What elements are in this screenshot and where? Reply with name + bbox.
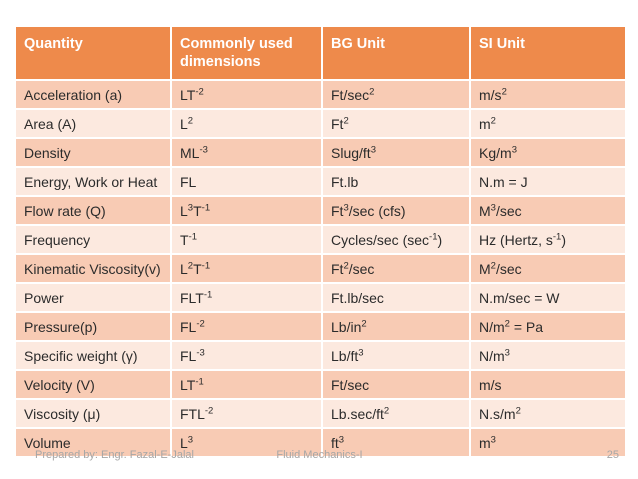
- table-row: Volume L3 ft3 m3: [14, 427, 627, 458]
- table-cell: L3T-1: [170, 195, 323, 226]
- table-cell: N.s/m2: [469, 398, 627, 429]
- table-cell: Kinematic Viscosity(v): [14, 253, 172, 284]
- footer-page-number: 25: [606, 449, 619, 461]
- table-cell: N/m3: [469, 340, 627, 371]
- table-cell: Flow rate (Q): [14, 195, 172, 226]
- table-cell: Specific weight (γ): [14, 340, 172, 371]
- table-row: Area (A) L2 Ft2 m2: [14, 108, 627, 139]
- table-cell: Ft/sec: [321, 369, 471, 400]
- table-cell: Ft.lb: [321, 166, 471, 197]
- table-row: Kinematic Viscosity(v) L2T-1 Ft2/sec M2/sec: [14, 253, 627, 284]
- table-cell: M2/sec: [469, 253, 627, 284]
- table-cell: Volume: [14, 427, 172, 458]
- table-cell: m3: [469, 427, 627, 458]
- table-cell: Ft2: [321, 108, 471, 139]
- table-cell: Cycles/sec (sec-1): [321, 224, 471, 255]
- table-cell: Area (A): [14, 108, 172, 139]
- table-row: Acceleration (a) LT-2 Ft/sec2 m/s2: [14, 79, 627, 110]
- footer-prepared-by: Prepared by: Engr. Fazal-E-Jalal: [35, 449, 194, 461]
- table-cell: FL-3: [170, 340, 323, 371]
- table-cell: FL-2: [170, 311, 323, 342]
- table-cell: Lb/in2: [321, 311, 471, 342]
- table-row: Specific weight (γ) FL-3 Lb/ft3 N/m3: [14, 340, 627, 371]
- table-cell: N.m/sec = W: [469, 282, 627, 313]
- table-cell: FTL-2: [170, 398, 323, 429]
- header-row: Quantity Commonly used dimensions BG Unit S…: [14, 25, 627, 81]
- table-row: Energy, Work or Heat FL Ft.lb N.m = J: [14, 166, 627, 197]
- table-cell: Kg/m3: [469, 137, 627, 168]
- table-cell: m2: [469, 108, 627, 139]
- table-cell: m/s: [469, 369, 627, 400]
- units-table-head: Quantity Commonly used dimensions BG Unit S…: [14, 25, 627, 81]
- table-cell: Density: [14, 137, 172, 168]
- units-table: Quantity Commonly used dimensions BG Unit S…: [14, 25, 627, 458]
- table-cell: ft3: [321, 427, 471, 458]
- table-cell: L3: [170, 427, 323, 458]
- table-cell: FLT-1: [170, 282, 323, 313]
- table-cell: T-1: [170, 224, 323, 255]
- table-cell: Velocity (V): [14, 369, 172, 400]
- slide-footer: Prepared by: Engr. Fazal-E-Jalal Fluid M…: [14, 449, 625, 461]
- table-cell: m/s2: [469, 79, 627, 110]
- table-cell: Slug/ft3: [321, 137, 471, 168]
- table-cell: M3/sec: [469, 195, 627, 226]
- table-cell: Lb/ft3: [321, 340, 471, 371]
- table-cell: ML-3: [170, 137, 323, 168]
- table-cell: Hz (Hertz, s-1): [469, 224, 627, 255]
- table-cell: Ft2/sec: [321, 253, 471, 284]
- table-cell: FL: [170, 166, 323, 197]
- table-cell: LT-2: [170, 79, 323, 110]
- table-row: Frequency T-1 Cycles/sec (sec-1) Hz (Hertz,…: [14, 224, 627, 255]
- header-cell-3: SI Unit: [469, 25, 627, 81]
- table-cell: L2T-1: [170, 253, 323, 284]
- footer-course-title: Fluid Mechanics-I: [276, 449, 363, 461]
- table-row: Power FLT-1 Ft.lb/sec N.m/sec = W: [14, 282, 627, 313]
- table-cell: L2: [170, 108, 323, 139]
- table-cell: Viscosity (μ): [14, 398, 172, 429]
- table-cell: LT-1: [170, 369, 323, 400]
- table-cell: Frequency: [14, 224, 172, 255]
- table-cell: Pressure(p): [14, 311, 172, 342]
- table-cell: Ft.lb/sec: [321, 282, 471, 313]
- table-cell: Ft/sec2: [321, 79, 471, 110]
- table-row: Viscosity (μ) FTL-2 Lb.sec/ft2 N.s/m2: [14, 398, 627, 429]
- table-cell: Power: [14, 282, 172, 313]
- header-cell-0: Quantity: [14, 25, 172, 81]
- table-cell: Energy, Work or Heat: [14, 166, 172, 197]
- table-cell: Lb.sec/ft2: [321, 398, 471, 429]
- header-cell-2: BG Unit: [321, 25, 471, 81]
- table-cell: Ft3/sec (cfs): [321, 195, 471, 226]
- table-row: Pressure(p) FL-2 Lb/in2 N/m2 = Pa: [14, 311, 627, 342]
- table-row: Velocity (V) LT-1 Ft/sec m/s: [14, 369, 627, 400]
- table-cell: Acceleration (a): [14, 79, 172, 110]
- table-cell: N.m = J: [469, 166, 627, 197]
- header-cell-1: Commonly used dimensions: [170, 25, 323, 81]
- table-row: Density ML-3 Slug/ft3 Kg/m3: [14, 137, 627, 168]
- table-row: Flow rate (Q) L3T-1 Ft3/sec (cfs) M3/sec: [14, 195, 627, 226]
- units-table-body: Acceleration (a) LT-2 Ft/sec2 m/s2 Area (A) L…: [14, 79, 627, 458]
- table-cell: N/m2 = Pa: [469, 311, 627, 342]
